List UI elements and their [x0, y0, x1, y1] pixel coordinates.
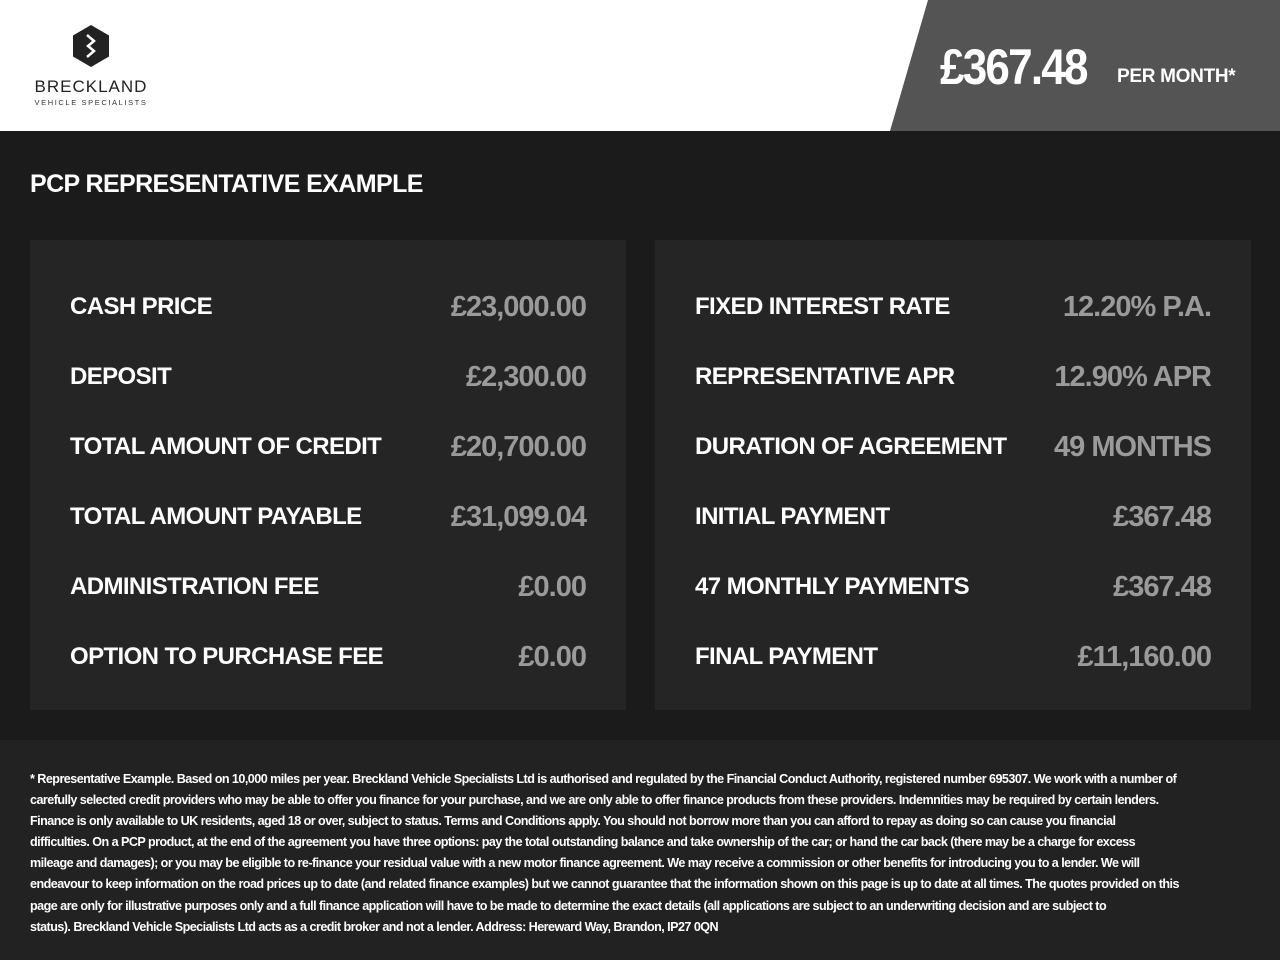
disclaimer-line: difficulties. On a PCP product, at the e… — [30, 835, 1136, 850]
finance-row: ADMINISTRATION FEE £0.00 — [70, 552, 587, 622]
disclaimer-line: * Representative Example. Based on 10,00… — [30, 772, 1177, 786]
finance-label: CASH PRICE — [70, 293, 213, 320]
finance-label: FINAL PAYMENT — [695, 643, 878, 670]
price-band — [890, 0, 1280, 131]
finance-row: DEPOSIT £2,300.00 — [70, 342, 587, 412]
finance-label: 47 MONTHLY PAYMENTS — [695, 573, 970, 600]
disclaimer-line: endeavour to keep information on the roa… — [30, 877, 1180, 892]
finance-value: £0.00 — [518, 570, 587, 603]
finance-row: OPTION TO PURCHASE FEE £0.00 — [70, 622, 587, 692]
right-panel: FIXED INTEREST RATE 12.20% P.A. REPRESENTA… — [655, 240, 1251, 710]
disclaimer-line: carefully selected credit providers who … — [30, 793, 1159, 808]
finance-value: £367.48 — [1113, 500, 1212, 533]
finance-value: £20,700.00 — [450, 430, 587, 463]
hexagon-logo-icon — [73, 25, 109, 67]
finance-label: INITIAL PAYMENT — [695, 503, 890, 530]
brand-logo: BRECKLAND VEHICLE SPECIALISTS — [28, 24, 154, 107]
finance-value: £11,160.00 — [1077, 640, 1212, 673]
finance-value: £2,300.00 — [465, 360, 587, 393]
finance-label: DURATION OF AGREEMENT — [695, 433, 1007, 460]
finance-label: REPRESENTATIVE APR — [695, 363, 955, 390]
finance-value: 12.20% P.A. — [1062, 290, 1212, 323]
brand-subtitle: VEHICLE SPECIALISTS — [34, 98, 148, 107]
finance-row: 47 MONTHLY PAYMENTS £367.48 — [695, 552, 1212, 622]
disclaimer-line: status). Breckland Vehicle Specialists L… — [30, 919, 719, 934]
finance-label: FIXED INTEREST RATE — [695, 293, 950, 320]
finance-row: DURATION OF AGREEMENT 49 MONTHS — [695, 412, 1212, 482]
finance-row: TOTAL AMOUNT OF CREDIT £20,700.00 — [70, 412, 587, 482]
finance-row: INITIAL PAYMENT £367.48 — [695, 482, 1212, 552]
finance-value: £23,000.00 — [450, 290, 587, 323]
finance-value: £0.00 — [518, 640, 587, 673]
section-title: PCP REPRESENTATIVE EXAMPLE — [30, 170, 423, 198]
brand-name: BRECKLAND — [34, 77, 148, 96]
finance-value: 12.90% APR — [1054, 360, 1212, 393]
disclaimer-line: page are only for illustrative purposes … — [30, 898, 1107, 913]
finance-label: DEPOSIT — [70, 363, 172, 390]
finance-value: 49 MONTHS — [1054, 430, 1212, 463]
per-month-label: PER MONTH* — [1117, 66, 1236, 87]
disclaimer: * Representative Example. Based on 10,00… — [0, 740, 1280, 960]
finance-row: FINAL PAYMENT £11,160.00 — [695, 622, 1212, 692]
finance-row: REPRESENTATIVE APR 12.90% APR — [695, 342, 1212, 412]
monthly-price: £367.48 — [940, 39, 1088, 95]
finance-value: £367.48 — [1113, 570, 1212, 603]
finance-row: CASH PRICE £23,000.00 — [70, 272, 587, 342]
left-panel: CASH PRICE £23,000.00 DEPOSIT £2,300.00 TOTA… — [30, 240, 626, 710]
finance-value: £31,099.04 — [450, 500, 587, 533]
finance-row: TOTAL AMOUNT PAYABLE £31,099.04 — [70, 482, 587, 552]
finance-row: FIXED INTEREST RATE 12.20% P.A. — [695, 272, 1212, 342]
finance-label: OPTION TO PURCHASE FEE — [70, 643, 384, 670]
finance-label: TOTAL AMOUNT OF CREDIT — [70, 433, 382, 460]
disclaimer-line: mileage and damages); or you may be elig… — [30, 856, 1140, 871]
finance-label: TOTAL AMOUNT PAYABLE — [70, 503, 362, 530]
disclaimer-line: Finance is only available to UK resident… — [30, 814, 1116, 829]
finance-label: ADMINISTRATION FEE — [70, 573, 319, 600]
